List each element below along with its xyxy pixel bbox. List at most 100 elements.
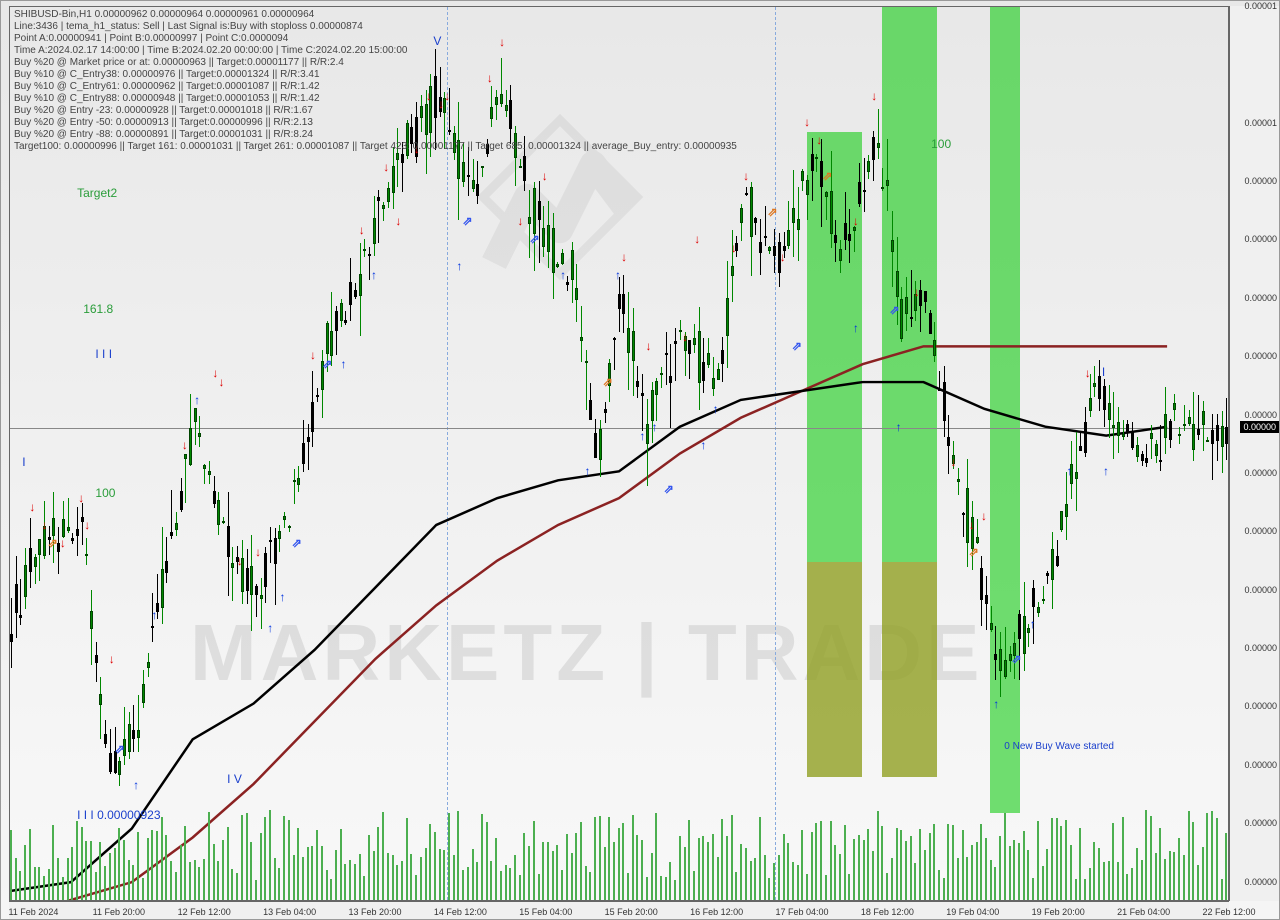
signal-arrow: ↓	[694, 232, 700, 246]
wave-label: I I I 0.00000923	[77, 808, 160, 822]
header-line11: Buy %20 @ Entry -88: 0.00000891 || Targe…	[14, 129, 313, 140]
signal-arrow: ⇗	[48, 536, 58, 550]
x-tick: 13 Feb 20:00	[348, 907, 401, 917]
signal-arrow: ↓	[871, 89, 877, 103]
signal-arrow: ⇗	[322, 357, 332, 371]
y-tick: 0.00000	[1244, 468, 1277, 478]
signal-arrow: ↓	[383, 160, 389, 174]
signal-arrow: ↓	[359, 223, 365, 237]
header-line4: Time A:2024.02.17 14:00:00 | Time B:2024…	[14, 45, 407, 56]
signal-arrow: ↓	[60, 536, 66, 550]
vertical-line	[775, 7, 776, 900]
x-tick: 19 Feb 04:00	[946, 907, 999, 917]
signal-arrow: ↑	[341, 357, 347, 371]
current-price-line	[10, 428, 1228, 429]
header-symbol: SHIBUSD-Bin,H1 0.00000962 0.00000964 0.0…	[14, 9, 314, 20]
orange-zone	[807, 562, 862, 777]
signal-arrow: ↑	[371, 268, 377, 282]
signal-arrow: ↑	[280, 590, 286, 604]
x-tick: 19 Feb 20:00	[1032, 907, 1085, 917]
signal-arrow: ⇗	[115, 742, 125, 756]
wave-label: I I I	[95, 347, 112, 361]
signal-arrow: ↑	[560, 268, 566, 282]
signal-arrow: ↓	[743, 169, 749, 183]
signal-arrow: ⇗	[463, 214, 473, 228]
header-line7: Buy %10 @ C_Entry61: 0.00000962 || Targe…	[14, 81, 320, 92]
y-tick: 0.00001	[1244, 1, 1277, 11]
signal-arrow: ↓	[780, 250, 786, 264]
signal-arrow: ⇗	[822, 169, 832, 183]
signal-arrow: ↑	[713, 402, 719, 416]
x-tick: 18 Feb 12:00	[861, 907, 914, 917]
header-line5: Buy %20 @ Market price or at: 0.00000963…	[14, 57, 344, 68]
signal-arrow: ↓	[395, 214, 401, 228]
signal-arrow: ↓	[951, 455, 957, 469]
y-tick: 0.00000	[1244, 176, 1277, 186]
y-tick: 0.00000	[1244, 701, 1277, 711]
signal-arrow: ↑	[1066, 464, 1072, 478]
x-tick: 15 Feb 20:00	[605, 907, 658, 917]
signal-text: 0 New Buy Wave started	[1004, 741, 1114, 752]
signal-arrow: ⇗	[768, 205, 778, 219]
signal-arrow: ↑	[1103, 464, 1109, 478]
signal-arrow: ⇗	[664, 482, 674, 496]
watermark-text: MARKETZ | TRADE	[190, 607, 983, 699]
signal-arrow: ↓	[182, 438, 188, 452]
wave-label: I	[1102, 365, 1105, 379]
signal-arrow: ↑	[194, 393, 200, 407]
signal-arrow: ↓	[542, 169, 548, 183]
signal-arrow: ↓	[78, 491, 84, 505]
signal-arrow: ↑	[133, 778, 139, 792]
signal-arrow: ↓	[969, 518, 975, 532]
signal-arrow: ↓	[42, 518, 48, 532]
chart-area[interactable]: MARKETZ | TRADE ↓↓⇗↓↓↓↓⇗↑↑↓↑↓↓↓↓↑↑⇗↓⇗↑↓↑…	[9, 6, 1229, 901]
signal-arrow: ↓	[682, 330, 688, 344]
y-tick: 0.00000	[1244, 410, 1277, 420]
chart-window: MARKETZ | TRADE ↓↓⇗↓↓↓↓⇗↑↑↓↑↓↓↓↓↑↑⇗↓⇗↑↓↑…	[0, 0, 1280, 920]
signal-arrow: ↓	[29, 500, 35, 514]
fib-label: 161.8	[83, 302, 113, 316]
x-tick: 21 Feb 04:00	[1117, 907, 1170, 917]
y-tick: 0.00000	[1244, 234, 1277, 244]
price-tag: 0.00000	[1240, 421, 1279, 433]
x-tick: 11 Feb 20:00	[93, 907, 145, 917]
signal-arrow: ↑	[1030, 617, 1036, 631]
header-line10: Buy %20 @ Entry -50: 0.00000913 || Targe…	[14, 117, 313, 128]
wave-label: I	[22, 455, 25, 469]
signal-arrow: ↑	[267, 621, 273, 635]
signal-arrow: ↑	[456, 259, 462, 273]
signal-arrow: ↓	[310, 348, 316, 362]
signal-arrow: ↑	[151, 608, 157, 622]
green-zone	[990, 7, 1021, 813]
x-tick: 16 Feb 12:00	[690, 907, 743, 917]
signal-arrow: ↓	[816, 133, 822, 147]
signal-arrow: ↓	[426, 89, 432, 103]
x-tick: 12 Feb 12:00	[178, 907, 231, 917]
signal-arrow: ↓	[517, 214, 523, 228]
signal-arrow: ↓	[621, 250, 627, 264]
signal-arrow: ↓	[914, 285, 920, 299]
y-tick: 0.00000	[1244, 818, 1277, 828]
signal-arrow: ⇗	[603, 375, 613, 389]
signal-arrow: ↑	[639, 429, 645, 443]
y-axis: 0.00000 0.000010.000010.000000.000000.00…	[1229, 6, 1279, 901]
x-tick: 13 Feb 04:00	[263, 907, 316, 917]
signal-arrow: ↓	[853, 214, 859, 228]
signal-arrow: ↓	[804, 115, 810, 129]
signal-arrow: ↓	[109, 652, 115, 666]
x-axis: 11 Feb 202411 Feb 20:0012 Feb 12:0013 Fe…	[9, 901, 1229, 919]
fib-label: Target2	[77, 186, 117, 200]
signal-arrow: ↓	[255, 545, 261, 559]
wave-label: V	[433, 34, 441, 48]
x-tick: 17 Feb 04:00	[775, 907, 828, 917]
signal-arrow: ↑	[853, 321, 859, 335]
signal-arrow: ↑	[652, 420, 658, 434]
fib-label: 100	[95, 486, 115, 500]
y-tick: 0.00000	[1244, 526, 1277, 536]
signal-arrow: ↓	[731, 241, 737, 255]
signal-arrow: ↓	[646, 339, 652, 353]
y-tick: 0.00000	[1244, 293, 1277, 303]
y-tick: 0.00000	[1244, 351, 1277, 361]
signal-arrow: ↑	[700, 438, 706, 452]
signal-arrow: ⇗	[969, 545, 979, 559]
